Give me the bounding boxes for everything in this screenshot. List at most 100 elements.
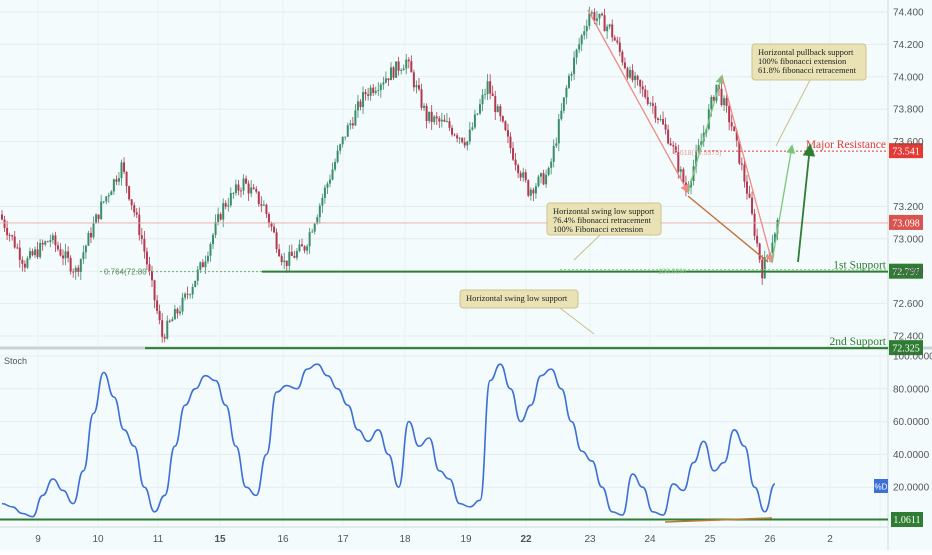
stoch: Stoch %D 1.0611 [0, 351, 923, 527]
candle-body [273, 226, 276, 233]
candle-body [77, 267, 80, 272]
swing-low-text-line: 76.4% fibonacci retracement [553, 215, 652, 225]
candle-body [158, 310, 161, 321]
candle-body [46, 241, 49, 243]
candle-body [151, 271, 154, 281]
candle-body [21, 259, 24, 264]
second_support-price-tag [889, 340, 923, 356]
stoch-axis-tick-label: 20.0000 [893, 483, 930, 494]
candle-body [341, 136, 344, 145]
candle-body [443, 119, 446, 122]
candle-body [28, 251, 31, 259]
candle-body [110, 191, 113, 196]
swing-low-box [546, 202, 662, 236]
candle-body [372, 87, 375, 93]
fib-label-upper: 0.618(73.5375) [674, 150, 721, 157]
candle-body [123, 162, 126, 172]
candle-body [756, 235, 759, 244]
candle-body [532, 189, 535, 194]
price-panel-bg [0, 0, 888, 346]
price-axis-tick-label: 74.200 [893, 40, 924, 51]
first_support-label: 1st Support [833, 260, 887, 272]
candle-body [730, 122, 733, 127]
stoch-axis-tick-label: 100.0000 [893, 352, 932, 363]
candle-body [54, 235, 57, 246]
pullback-pointer [775, 79, 811, 147]
candle-body [130, 199, 133, 206]
stoch-value-tag-text: 1.0611 [893, 515, 920, 526]
candle-body [326, 183, 329, 188]
time-axis-tick-label: 2 [827, 534, 833, 545]
candle-body [267, 214, 270, 224]
diagonal-trendline [687, 195, 769, 263]
candle-body [682, 169, 685, 183]
candle-body [36, 249, 39, 258]
candle-body [550, 161, 553, 168]
candle-body [542, 173, 545, 185]
bullish-arrow-2 [771, 144, 796, 263]
candle-body [473, 114, 476, 128]
candle-body [100, 201, 103, 219]
candle-body [603, 15, 606, 32]
candle-body [336, 150, 339, 162]
candle-body [1, 214, 3, 220]
candle-body [407, 59, 410, 62]
candle-body [392, 67, 395, 78]
candle-body [148, 264, 151, 272]
candle-body [69, 257, 72, 272]
candle-body [313, 223, 316, 232]
candle-body [285, 260, 288, 266]
candle-body [565, 87, 568, 98]
candle-body [428, 111, 431, 121]
candle-body [695, 151, 698, 167]
candle-body [560, 110, 563, 120]
major_resistance-price-tag-text: 73.541 [892, 147, 920, 158]
candle-body [720, 88, 723, 106]
candle-body [364, 92, 367, 95]
candle-body [608, 24, 611, 27]
stoch-divergence-line [664, 517, 773, 523]
candle-body [44, 241, 47, 245]
candle-body [573, 57, 576, 74]
x-axis: 9 10 11 15 16 17 18 19 22 23 24 25 26 2 [35, 534, 833, 545]
candle-body [654, 105, 657, 119]
candle-body [700, 141, 703, 146]
price-axis-tick-label: 72.400 [893, 332, 924, 343]
candle-body [321, 197, 324, 206]
candle-body [339, 144, 342, 151]
candle-body [379, 84, 382, 91]
candle-body [448, 121, 451, 128]
candle-body [67, 251, 70, 258]
candle-body [359, 101, 362, 108]
candle-body [590, 12, 593, 14]
candle-body [504, 121, 507, 131]
candle-body [301, 244, 304, 247]
candle-body [646, 97, 649, 104]
candle-body [463, 142, 466, 146]
candle-body [570, 73, 573, 76]
candle-body [214, 222, 217, 235]
candle-body [583, 31, 586, 36]
candle-body [384, 78, 387, 83]
candle-body [143, 238, 146, 252]
candle-body [669, 143, 672, 146]
candle-body [738, 140, 741, 164]
candle-body [346, 125, 349, 137]
candle-body [697, 145, 700, 152]
candle-body [626, 68, 629, 78]
time-axis-tick-label: 19 [460, 534, 472, 545]
candle-body [239, 190, 242, 192]
candle-body [758, 243, 761, 260]
candle-body [628, 70, 631, 78]
candle-body [262, 204, 265, 206]
candle-body [611, 24, 614, 38]
candle-body [351, 123, 354, 126]
candle-body [588, 13, 591, 26]
candle-body [115, 179, 118, 182]
candle-body [423, 105, 426, 108]
second_support-label: 2nd Support [829, 336, 886, 348]
candle-body [199, 262, 202, 270]
candle-body [140, 235, 143, 239]
candle-body [97, 214, 100, 219]
